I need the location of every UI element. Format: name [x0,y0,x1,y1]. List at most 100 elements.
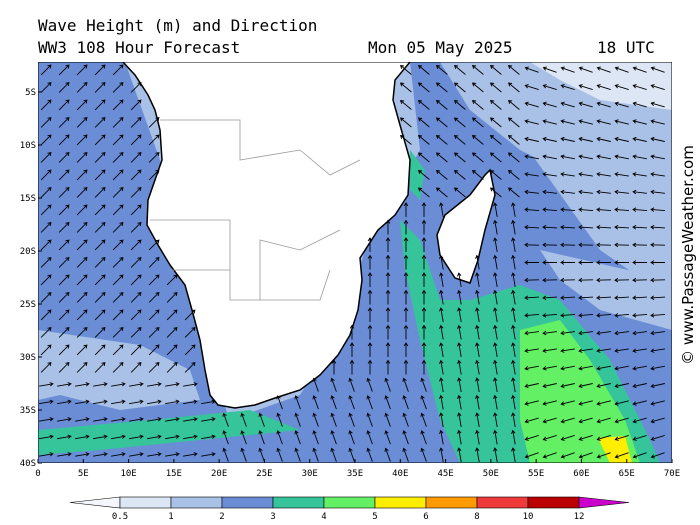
arrow [453,152,466,163]
arrow [421,272,427,287]
arrow [166,309,178,321]
arrow [542,260,557,265]
arrow [542,119,557,125]
arrow [542,313,558,318]
arrow [614,66,629,73]
lon-label: 40E [392,469,408,479]
arrow [403,307,409,322]
arrow [112,134,124,146]
arrow [560,207,576,212]
lat-label: 10S [20,141,36,151]
arrow [560,277,576,283]
arrow [75,417,90,422]
arrow [420,430,427,445]
arrow [471,99,484,110]
arrow [148,309,160,321]
colorbar-label: 5 [372,512,377,522]
arrow [511,202,516,217]
arrow [578,417,593,424]
arrow [276,430,283,445]
arrow [39,452,54,457]
arrow [75,399,90,405]
arrow [632,434,647,441]
arrow [578,225,594,230]
arrow [439,307,444,322]
arrow [542,189,557,195]
lat-label: 25S [20,300,36,310]
arrow [614,189,629,195]
arrow [475,289,480,305]
arrow [596,260,611,265]
arrow [112,309,124,321]
arrow [94,222,106,233]
arrow [632,383,647,389]
arrow [435,134,448,145]
arrow [130,274,142,286]
arrow [148,344,160,356]
arrow [112,117,124,128]
arrow [578,400,593,406]
wave-zone [38,62,160,260]
arrow [367,237,373,252]
arrow [560,417,575,424]
arrow [475,412,480,427]
colorbar-segment [323,496,376,509]
arrow [112,274,124,286]
arrow [312,447,319,462]
arrow [471,169,484,180]
arrow [112,64,124,76]
arrow [578,136,593,142]
arrow [403,254,409,270]
arrow [614,172,629,177]
arrow [183,434,198,440]
arrow [560,348,575,353]
arrow [650,295,666,300]
arrow [130,292,142,303]
arrow [76,309,88,321]
arrow [596,225,612,230]
arrow [435,64,448,75]
arrow [111,382,126,387]
arrow [524,330,539,336]
arrow [596,101,611,108]
arrow [650,400,665,406]
arrow [471,82,484,93]
arrow [578,348,593,353]
arrow [183,382,198,387]
arrow [165,452,180,457]
colorbar-segment [374,496,427,509]
colorbar-segment [221,496,274,509]
lat-label: 20S [20,247,36,257]
colorbar-label: 1 [168,512,173,522]
arrow [420,395,427,410]
arrow [614,101,629,108]
arrow [560,260,575,265]
arrow [201,452,216,457]
arrow [453,82,466,93]
arrow [489,117,502,128]
arrow [330,377,337,392]
arrow [93,399,108,405]
arrow [76,99,88,111]
arrow [331,359,337,375]
arrow [40,362,52,373]
colorbar-label: 6 [423,512,428,522]
arrow [112,327,124,338]
arrow [511,359,516,375]
arrow [524,313,540,318]
arrow [511,447,516,462]
arrow [366,430,373,445]
arrow [457,289,462,305]
arrow [650,207,666,212]
arrow [76,204,88,216]
arrow [632,452,647,459]
arrow [632,172,647,177]
arrow [614,383,629,389]
arrow [417,134,430,145]
arrow [421,237,427,252]
arrow [112,257,124,268]
arrow [402,377,409,392]
arrow [457,272,462,287]
arrow [417,117,430,128]
